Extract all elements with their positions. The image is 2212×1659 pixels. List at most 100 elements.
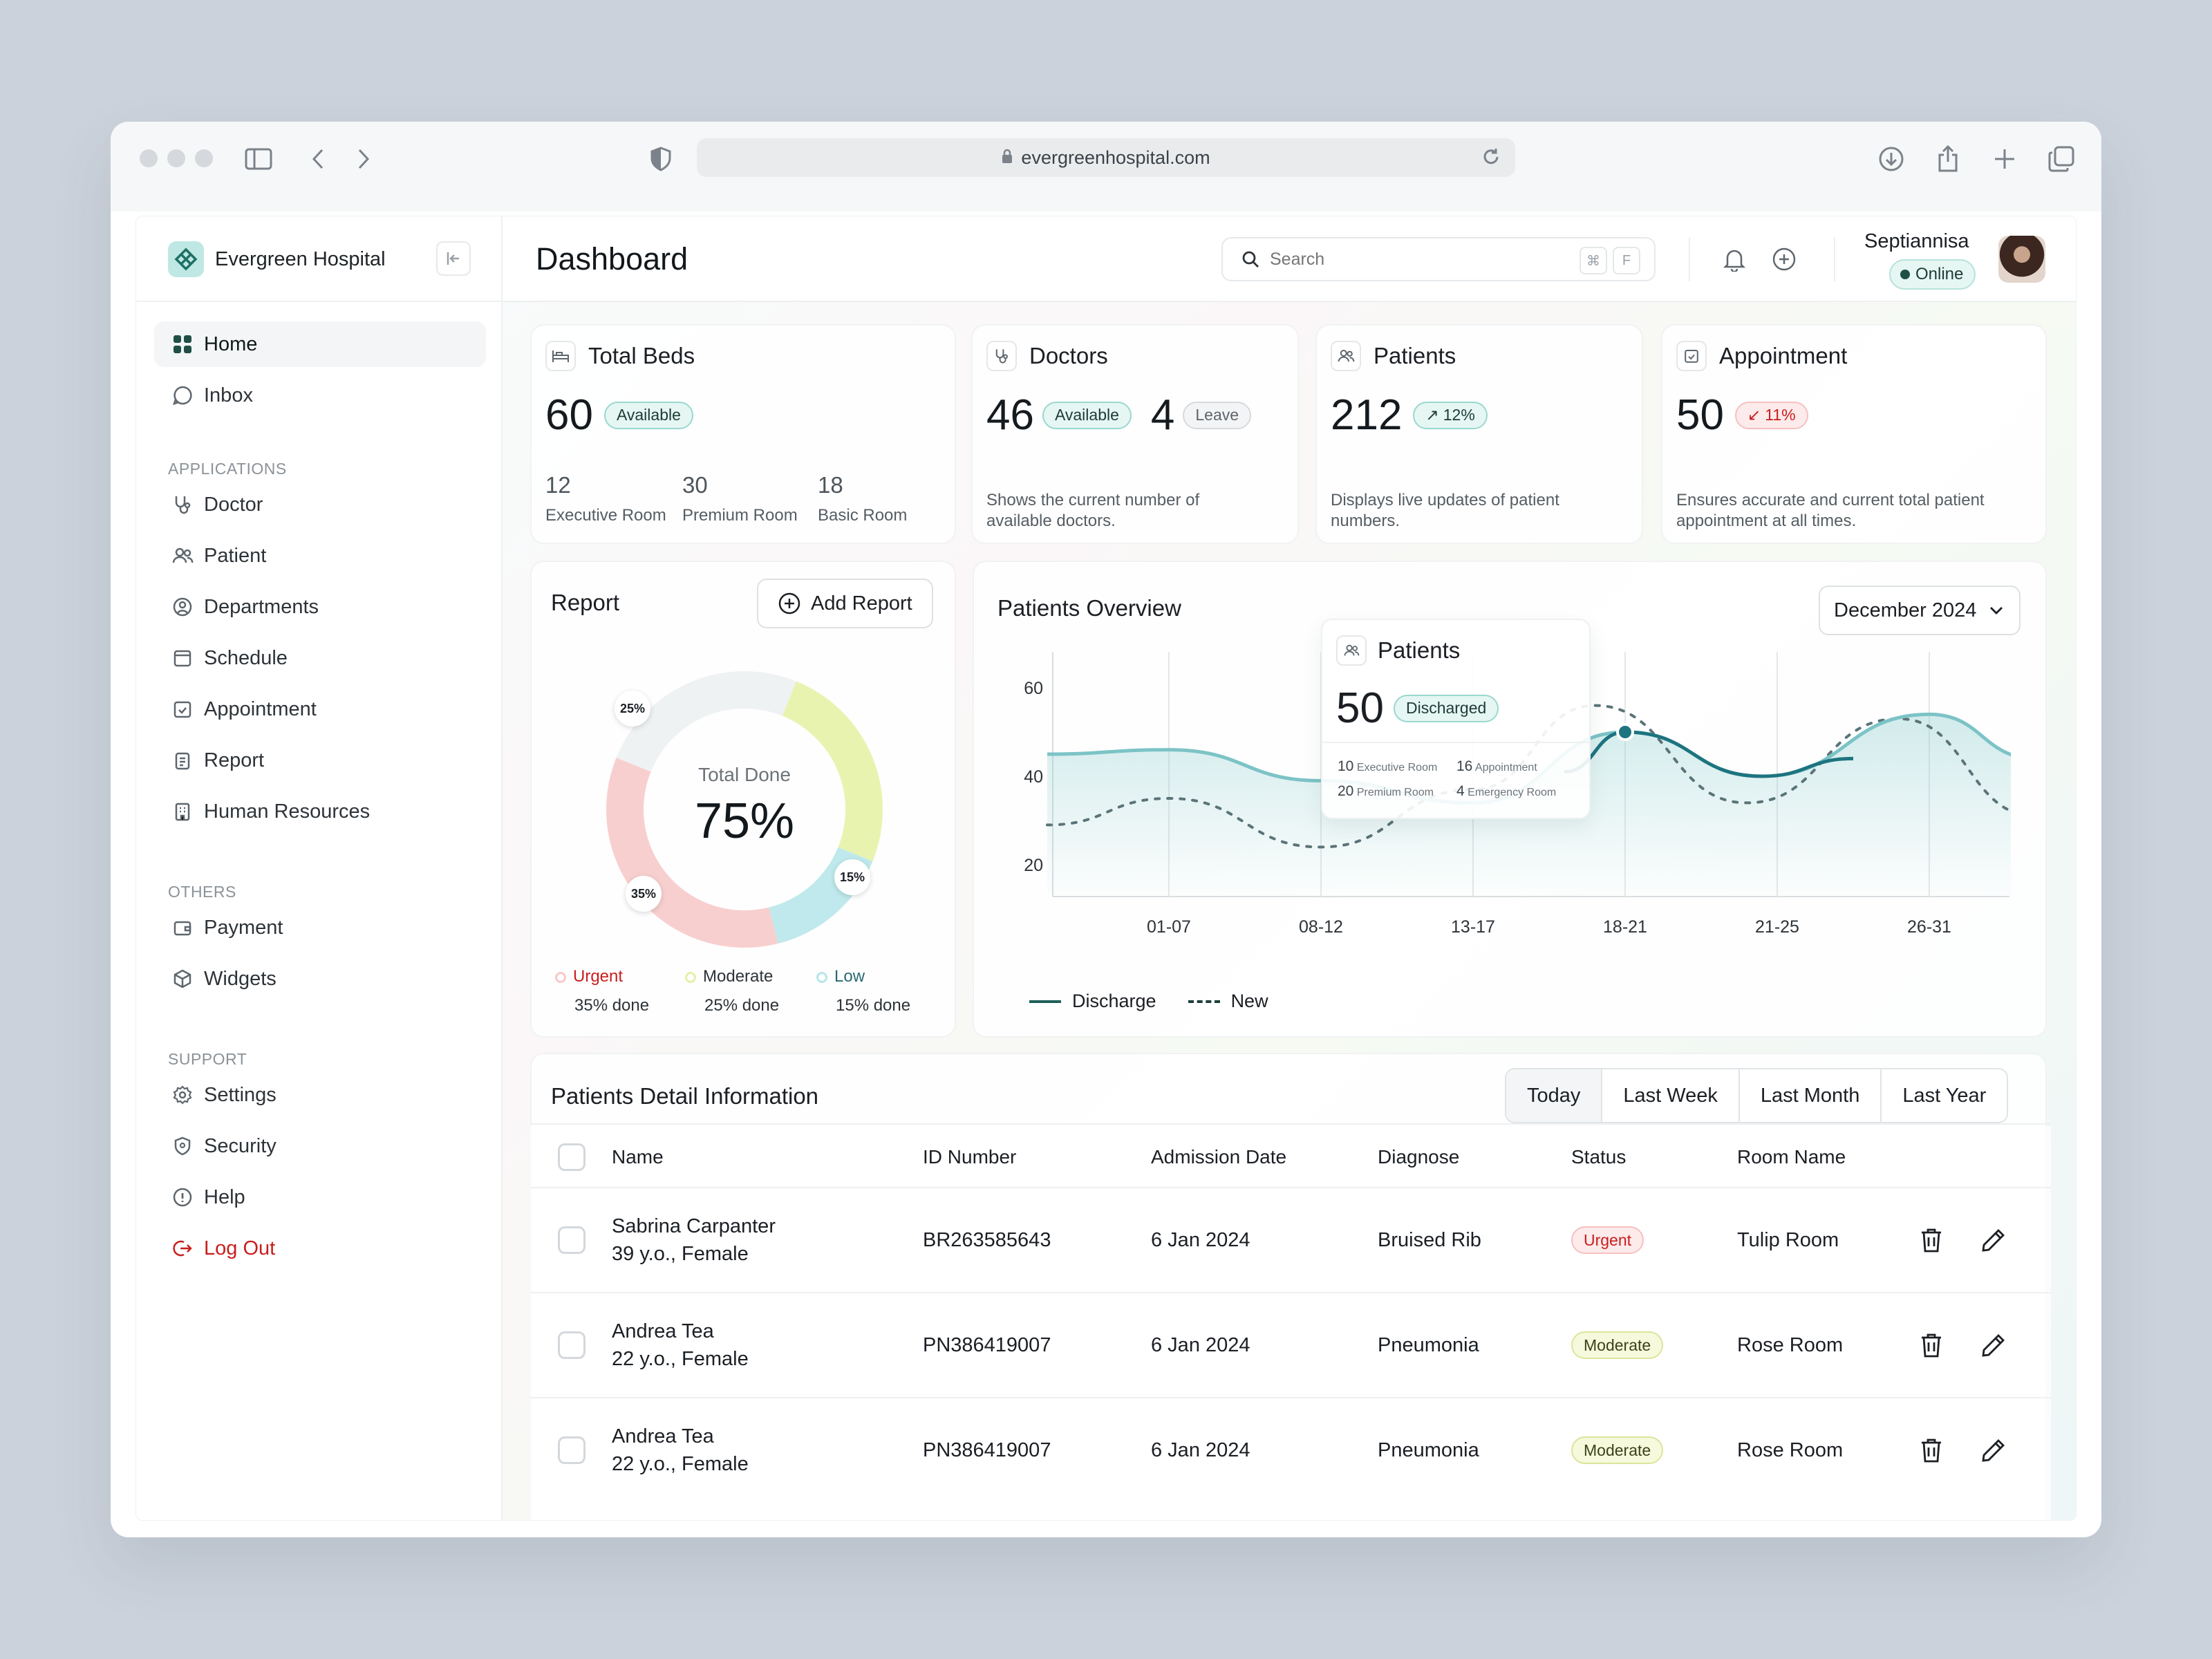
status-badge: Online (1889, 259, 1976, 290)
x-tick-label: 01-07 (1147, 917, 1191, 937)
delete-button[interactable] (1920, 1398, 1943, 1502)
bed-icon (545, 341, 576, 371)
tooltip-stat: 4 Emergency Room (1456, 783, 1556, 800)
add-circle-icon[interactable] (1768, 243, 1801, 276)
collapse-sidebar-button[interactable] (436, 241, 471, 276)
column-header-id[interactable]: ID Number (923, 1146, 1017, 1168)
collapse-icon (447, 252, 459, 265)
edit-button[interactable] (1980, 1188, 2007, 1292)
tabs-overview-icon[interactable] (2045, 142, 2078, 176)
new-tab-icon[interactable] (1988, 142, 2021, 176)
card-title: Doctors (1029, 343, 1108, 368)
month-select[interactable]: December 2024 (1819, 585, 2021, 635)
sidebar-item-widgets[interactable]: Widgets (154, 956, 486, 1002)
brand[interactable]: Evergreen Hospital (168, 241, 386, 277)
sidebar-item-help[interactable]: Help (154, 1174, 486, 1220)
section-heading-applications: APPLICATIONS (168, 460, 287, 478)
window-maximize-dot[interactable] (195, 149, 213, 167)
sidebar-item-home[interactable]: Home (154, 321, 486, 367)
patient-name: Andrea Tea (612, 1425, 714, 1447)
room-label: Executive Room (545, 506, 666, 525)
share-icon[interactable] (1931, 142, 1965, 176)
column-header-name[interactable]: Name (612, 1146, 664, 1168)
status-cell: Urgent (1571, 1188, 1644, 1292)
building-icon (171, 800, 194, 823)
table-row[interactable]: Andrea Tea 22 y.o., Female PN386419007 6 … (530, 1292, 2051, 1397)
grid-icon (171, 332, 194, 356)
sidebar-item-logout[interactable]: Log Out (154, 1226, 486, 1271)
sidebar-toggle-icon[interactable] (242, 142, 275, 176)
status-badge: Moderate (1571, 1331, 1664, 1359)
sidebar-item-departments[interactable]: Departments (154, 584, 486, 630)
users-icon (1331, 341, 1361, 371)
brand-name: Evergreen Hospital (215, 247, 386, 270)
row-checkbox[interactable] (558, 1398, 585, 1502)
logout-icon (171, 1237, 194, 1260)
reload-icon[interactable] (1481, 147, 1501, 172)
delete-button[interactable] (1920, 1188, 1943, 1292)
sidebar-item-security[interactable]: Security (154, 1123, 486, 1169)
back-icon[interactable] (301, 142, 335, 176)
window-close-dot[interactable] (140, 149, 158, 167)
sidebar-item-appointment[interactable]: Appointment (154, 686, 486, 732)
tab-last-week[interactable]: Last Week (1601, 1069, 1738, 1122)
sidebar-item-label: Report (204, 749, 265, 771)
x-tick-label: 18-21 (1603, 917, 1647, 937)
notification-bell-icon[interactable] (1718, 243, 1751, 276)
sidebar-item-report[interactable]: Report (154, 738, 486, 783)
x-tick-label: 26-31 (1907, 917, 1951, 937)
column-header-admission[interactable]: Admission Date (1151, 1146, 1287, 1168)
search-box[interactable]: ⌘ F (1221, 237, 1656, 281)
column-header-diagnose[interactable]: Diagnose (1378, 1146, 1460, 1168)
address-bar[interactable]: evergreenhospital.com (697, 138, 1515, 177)
top-bar: Dashboard ⌘ F Septiannisa Online (503, 216, 2076, 302)
sidebar-item-settings[interactable]: Settings (154, 1072, 486, 1118)
tab-today[interactable]: Today (1506, 1069, 1602, 1122)
avatar[interactable] (1998, 236, 2045, 283)
highlight-point[interactable] (1616, 723, 1634, 741)
row-checkbox[interactable] (558, 1188, 585, 1292)
add-circle-icon (778, 592, 800, 615)
privacy-shield-icon[interactable] (644, 142, 677, 176)
sidebar-item-inbox[interactable]: Inbox (154, 373, 486, 418)
id-cell: PN386419007 (923, 1333, 1051, 1356)
room-value: 30 (682, 472, 708, 498)
overview-title: Patients Overview (997, 595, 1181, 621)
segment-label: 15% (834, 859, 870, 895)
legend-name: Urgent (573, 967, 624, 986)
y-tick-label: 20 (1024, 856, 1043, 875)
table-row[interactable]: Sabrina Carpanter 39 y.o., Female BR26358… (530, 1187, 2051, 1292)
diagnose-cell: Bruised Rib (1378, 1228, 1481, 1251)
tab-last-year[interactable]: Last Year (1880, 1069, 2007, 1122)
column-header-room[interactable]: Room Name (1737, 1146, 1846, 1168)
search-input[interactable] (1270, 249, 1546, 270)
select-all-checkbox[interactable] (558, 1126, 585, 1188)
add-report-button[interactable]: Add Report (757, 579, 933, 628)
delete-button[interactable] (1920, 1293, 1943, 1397)
window-minimize-dot[interactable] (167, 149, 185, 167)
sidebar-item-schedule[interactable]: Schedule (154, 635, 486, 681)
sidebar-item-label: Settings (204, 1083, 276, 1106)
sidebar-item-patient[interactable]: Patient (154, 533, 486, 579)
edit-button[interactable] (1980, 1398, 2007, 1502)
date-cell: 6 Jan 2024 (1151, 1438, 1250, 1461)
column-header-status[interactable]: Status (1571, 1146, 1627, 1168)
forward-icon[interactable] (347, 142, 380, 176)
sidebar-item-label: Security (204, 1134, 276, 1157)
download-icon[interactable] (1875, 142, 1908, 176)
table-row[interactable]: Andrea Tea 22 y.o., Female PN386419007 6 … (530, 1397, 2051, 1502)
edit-button[interactable] (1980, 1293, 2007, 1397)
row-checkbox[interactable] (558, 1293, 585, 1397)
legend-moderate: Moderate 25% done (685, 967, 779, 1015)
main-content: Dashboard ⌘ F Septiannisa Online Total B… (503, 216, 2076, 1520)
sidebar-item-payment[interactable]: Payment (154, 905, 486, 950)
sidebar-item-label: Human Resources (204, 800, 371, 823)
divider (530, 1123, 2051, 1125)
stat-label: Premium Room (1356, 787, 1434, 798)
tab-last-month[interactable]: Last Month (1738, 1069, 1880, 1122)
sidebar-item-human-resources[interactable]: Human Resources (154, 789, 486, 834)
sidebar-item-doctor[interactable]: Doctor (154, 482, 486, 527)
status-badge: Urgent (1571, 1226, 1644, 1254)
x-tick-label: 13-17 (1451, 917, 1495, 937)
donut-center-value: 75% (694, 794, 795, 849)
